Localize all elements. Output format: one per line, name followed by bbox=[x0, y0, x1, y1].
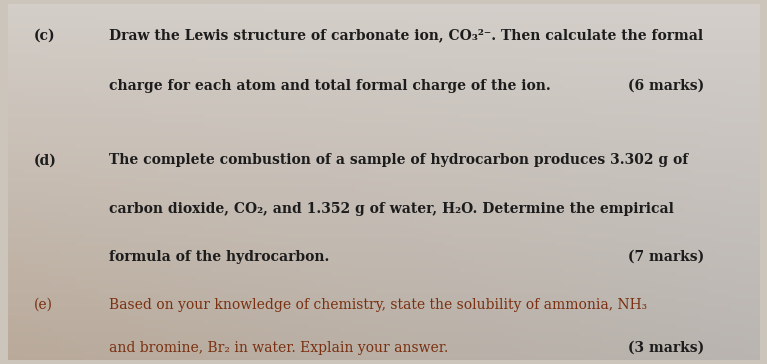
Text: (7 marks): (7 marks) bbox=[627, 250, 704, 264]
Text: and bromine, Br₂ in water. Explain your answer.: and bromine, Br₂ in water. Explain your … bbox=[109, 341, 449, 355]
Text: (3 marks): (3 marks) bbox=[627, 341, 704, 355]
Text: (c): (c) bbox=[34, 29, 55, 43]
Text: (6 marks): (6 marks) bbox=[627, 79, 704, 92]
Text: (d): (d) bbox=[34, 154, 57, 167]
Text: The complete combustion of a sample of hydrocarbon produces 3.302 g of: The complete combustion of a sample of h… bbox=[109, 154, 689, 167]
Text: (e): (e) bbox=[34, 298, 53, 312]
Text: Draw the Lewis structure of carbonate ion, CO₃²⁻. Then calculate the formal: Draw the Lewis structure of carbonate io… bbox=[109, 29, 703, 43]
Text: charge for each atom and total formal charge of the ion.: charge for each atom and total formal ch… bbox=[109, 79, 551, 92]
Text: formula of the hydrocarbon.: formula of the hydrocarbon. bbox=[109, 250, 330, 264]
Text: Based on your knowledge of chemistry, state the solubility of ammonia, NH₃: Based on your knowledge of chemistry, st… bbox=[109, 298, 647, 312]
Text: carbon dioxide, CO₂, and 1.352 g of water, H₂O. Determine the empirical: carbon dioxide, CO₂, and 1.352 g of wate… bbox=[109, 202, 674, 215]
